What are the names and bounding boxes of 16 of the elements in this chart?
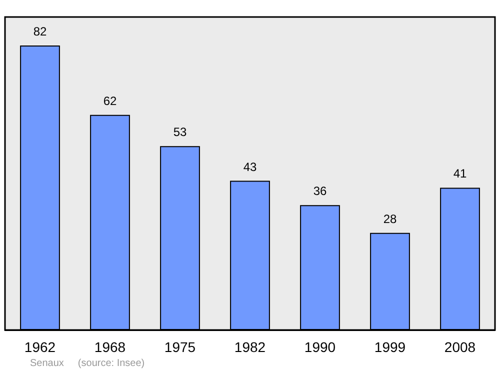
data-label: 43 <box>243 160 257 174</box>
data-label: 82 <box>33 24 47 38</box>
x-tick-label: 1999 <box>374 339 406 355</box>
data-label: 53 <box>173 125 187 140</box>
x-tick-label: 1982 <box>234 339 266 355</box>
text: Senaux <box>30 358 64 369</box>
data-label: 28 <box>383 212 397 226</box>
x-tick-label: 1975 <box>164 339 196 355</box>
x-tick-label: 2008 <box>444 339 476 355</box>
data-label: 62 <box>103 94 117 108</box>
x-tick-label: 1968 <box>94 339 126 355</box>
data-label: 41 <box>453 166 467 181</box>
x-tick-label: 1962 <box>24 339 56 355</box>
text: (source: Insee) <box>78 358 145 369</box>
x-tick-label: 1990 <box>304 339 336 355</box>
data-label: 36 <box>313 184 327 198</box>
